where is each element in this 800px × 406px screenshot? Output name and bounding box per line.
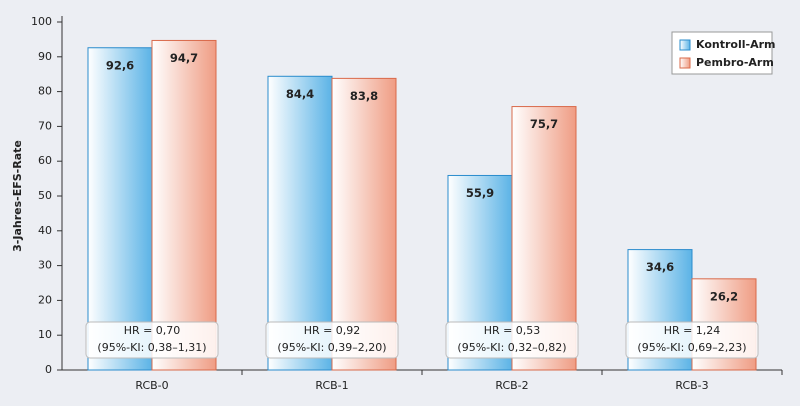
annotation-box	[85, 321, 219, 359]
value-label: 92,6	[106, 58, 134, 72]
y-tick-label: 30	[38, 259, 52, 272]
annotation: HR = 0,53	[484, 324, 541, 337]
x-tick-label: RCB-3	[675, 379, 708, 392]
annotation-box	[265, 321, 399, 359]
annotation: (95%-KI: 0,39–2,20)	[277, 341, 386, 354]
value-label: 55,9	[466, 186, 494, 200]
value-label: 83,8	[350, 89, 378, 103]
annotation: (95%-KI: 0,32–0,82)	[457, 341, 566, 354]
y-tick-label: 70	[38, 119, 52, 132]
bar	[331, 77, 397, 371]
value-label: 94,7	[170, 51, 198, 65]
y-tick-label: 100	[31, 15, 52, 28]
y-tick-label: 60	[38, 154, 52, 167]
y-tick-label: 20	[38, 293, 52, 306]
x-tick-label: RCB-1	[315, 379, 348, 392]
legend-swatch	[679, 39, 691, 51]
value-label: 84,4	[286, 87, 314, 101]
annotation: HR = 0,70	[124, 324, 181, 337]
annotation-box	[445, 321, 579, 359]
value-label: 34,6	[646, 260, 674, 274]
legend-swatch	[679, 57, 691, 69]
x-tick-label: RCB-2	[495, 379, 528, 392]
y-tick-label: 90	[38, 50, 52, 63]
annotation: (95%-KI: 0,38–1,31)	[97, 341, 206, 354]
bar	[87, 47, 153, 371]
y-tick-label: 40	[38, 224, 52, 237]
y-tick-label: 0	[45, 363, 52, 376]
value-label: 75,7	[530, 117, 558, 131]
annotation-box	[625, 321, 759, 359]
bar	[151, 39, 217, 371]
legend-label: Pembro-Arm	[696, 56, 774, 69]
y-tick-label: 50	[38, 189, 52, 202]
annotation: HR = 0,92	[304, 324, 361, 337]
annotation: HR = 1,24	[664, 324, 721, 337]
y-tick-label: 80	[38, 85, 52, 98]
annotation: (95%-KI: 0,69–2,23)	[637, 341, 746, 354]
value-label: 26,2	[710, 289, 738, 303]
y-axis-label: 3-Jahres-EFS-Rate	[11, 140, 24, 252]
legend-label: Kontroll-Arm	[696, 38, 775, 51]
y-tick-label: 10	[38, 328, 52, 341]
x-tick-label: RCB-0	[135, 379, 168, 392]
